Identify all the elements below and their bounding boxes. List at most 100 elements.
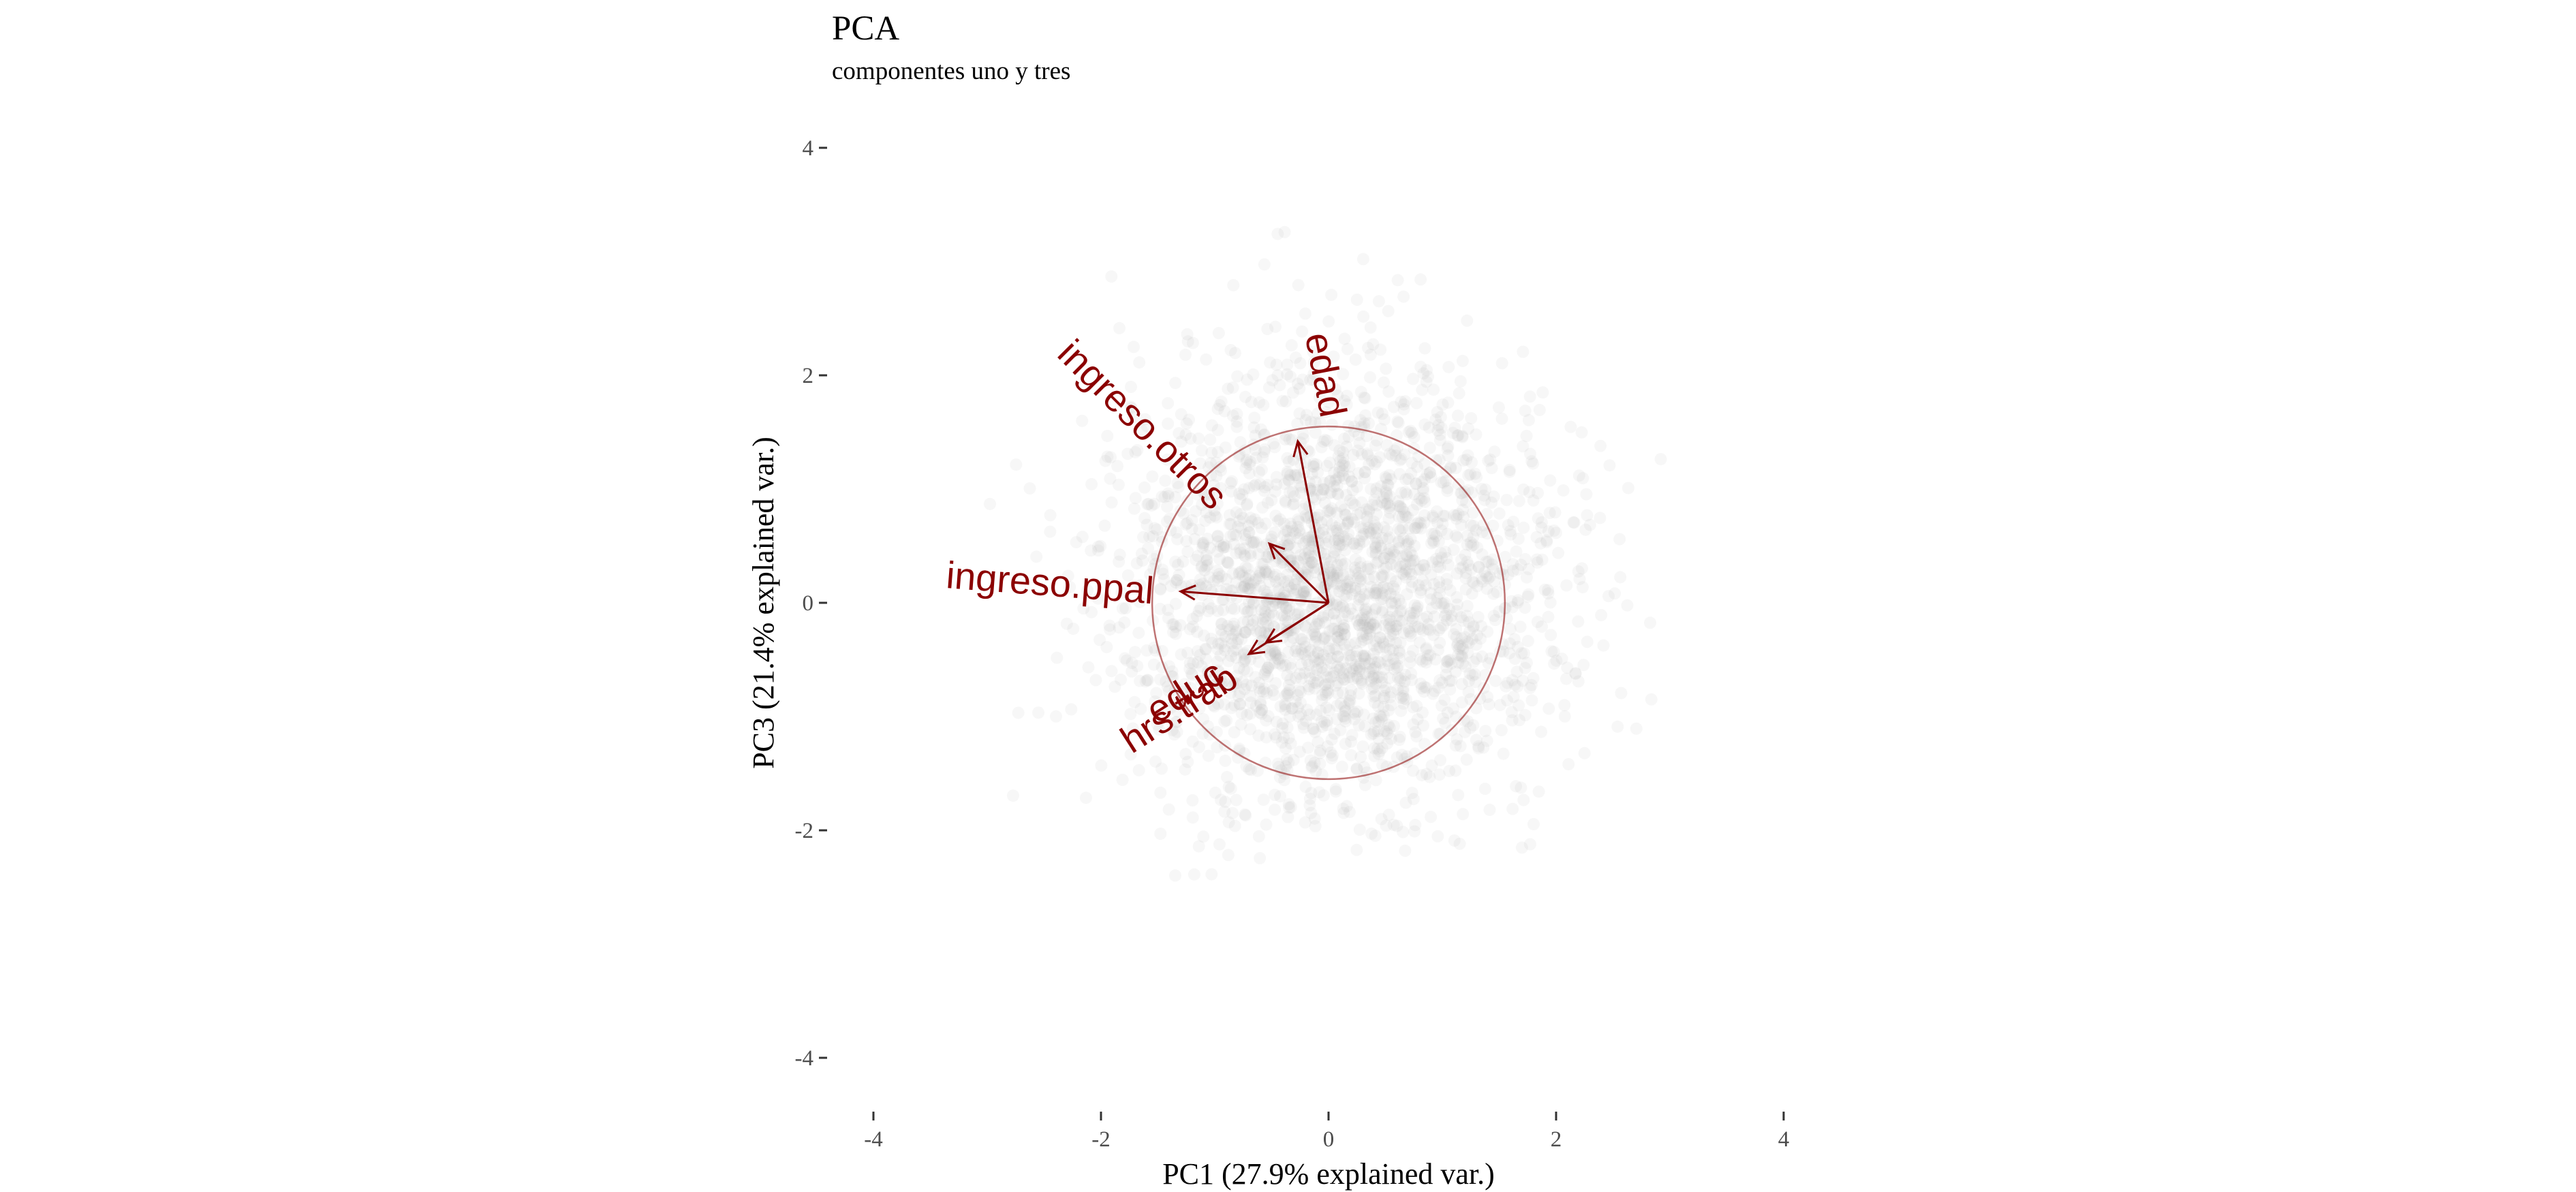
score-point [1360, 629, 1373, 642]
score-point [1452, 648, 1465, 661]
score-point [1603, 459, 1616, 472]
score-point [1440, 668, 1453, 681]
score-point [1501, 676, 1514, 689]
score-point [1208, 700, 1221, 713]
score-point [1338, 622, 1351, 635]
score-point [1303, 534, 1316, 547]
score-point [1257, 398, 1270, 411]
score-point [1364, 321, 1377, 334]
score-point [1306, 556, 1319, 569]
score-point [1128, 695, 1141, 708]
score-point [1425, 568, 1438, 581]
score-point [1372, 715, 1385, 728]
score-point [1239, 809, 1252, 822]
score-point [1453, 387, 1465, 400]
score-point [1186, 794, 1199, 806]
score-point [1357, 593, 1370, 606]
score-point [1242, 576, 1255, 589]
score-point [1376, 676, 1388, 689]
score-point [1230, 415, 1243, 428]
score-point [1427, 687, 1440, 700]
score-point [1466, 669, 1479, 682]
score-point [1300, 585, 1313, 598]
score-point [1239, 626, 1252, 639]
score-point [1488, 445, 1501, 458]
score-point [1331, 631, 1344, 644]
score-point [1527, 818, 1540, 830]
score-point [1291, 469, 1304, 482]
score-point [1299, 816, 1312, 829]
score-point [1348, 706, 1361, 719]
score-point [1210, 725, 1223, 738]
score-point [1463, 674, 1476, 687]
score-point [1350, 662, 1363, 675]
score-point [1375, 422, 1388, 435]
score-point [1454, 640, 1467, 653]
score-point [1459, 660, 1472, 673]
score-point [1542, 584, 1555, 597]
score-point [1267, 621, 1280, 633]
score-point [1353, 665, 1366, 677]
score-point [1166, 723, 1179, 736]
score-point [1179, 348, 1192, 361]
score-point [1318, 433, 1331, 446]
score-point [1359, 619, 1371, 632]
score-point [1249, 671, 1262, 684]
score-point [1254, 580, 1267, 593]
score-point [1361, 560, 1374, 573]
score-point [1316, 689, 1329, 702]
score-point [1293, 668, 1306, 680]
score-point [1457, 503, 1470, 516]
score-point [1205, 419, 1218, 432]
score-point [1410, 601, 1423, 614]
score-point [1408, 825, 1421, 838]
score-point [1080, 791, 1092, 804]
score-point [1310, 708, 1323, 721]
score-point [1219, 754, 1232, 767]
score-point [1399, 395, 1412, 408]
score-point [1283, 801, 1296, 814]
score-point [1344, 638, 1356, 651]
score-point [1147, 530, 1160, 543]
score-point [1621, 599, 1634, 612]
score-point [1275, 736, 1288, 749]
score-point [1269, 485, 1282, 498]
score-point [1324, 671, 1337, 684]
score-point [1383, 643, 1396, 656]
score-point [1218, 640, 1231, 653]
score-point [1378, 692, 1391, 704]
score-point [1249, 582, 1262, 595]
score-point [1414, 273, 1427, 286]
score-point [1292, 532, 1305, 545]
score-point [1450, 733, 1463, 746]
score-point [1395, 604, 1408, 617]
score-point [1410, 730, 1423, 743]
score-point [1155, 762, 1168, 775]
score-point [1374, 744, 1386, 757]
score-point [1289, 351, 1302, 364]
score-point [1326, 623, 1339, 636]
score-point [1389, 597, 1401, 610]
score-point [1315, 661, 1328, 674]
score-point [1284, 673, 1297, 686]
score-point [1183, 657, 1196, 670]
score-point [1341, 390, 1353, 403]
score-point [1359, 651, 1371, 664]
score-point [1372, 670, 1385, 683]
score-point [1314, 744, 1326, 757]
score-point [1222, 556, 1235, 569]
score-point [1450, 710, 1463, 723]
score-point [1457, 808, 1470, 821]
score-point [1192, 840, 1205, 853]
score-point [1164, 580, 1177, 593]
score-point [1270, 715, 1283, 728]
score-point [1265, 606, 1278, 618]
score-point [1383, 448, 1396, 460]
score-point [1418, 418, 1431, 431]
score-point [1391, 274, 1404, 287]
score-point [984, 497, 996, 510]
score-point [1381, 524, 1393, 537]
score-point [1470, 702, 1483, 715]
score-point [1369, 519, 1381, 532]
